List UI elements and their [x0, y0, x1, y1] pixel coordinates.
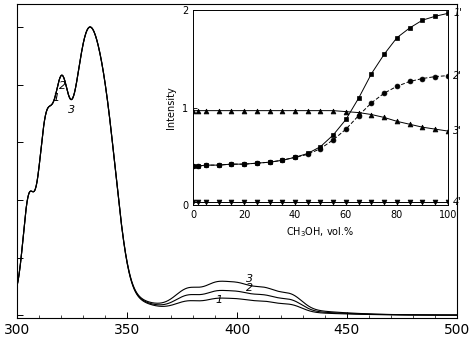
Text: 3: 3	[246, 274, 253, 284]
Text: 1: 1	[215, 295, 222, 305]
Text: 1: 1	[53, 93, 60, 103]
Text: 3: 3	[68, 105, 75, 115]
Text: 2: 2	[246, 283, 253, 293]
Text: 2: 2	[59, 81, 66, 91]
